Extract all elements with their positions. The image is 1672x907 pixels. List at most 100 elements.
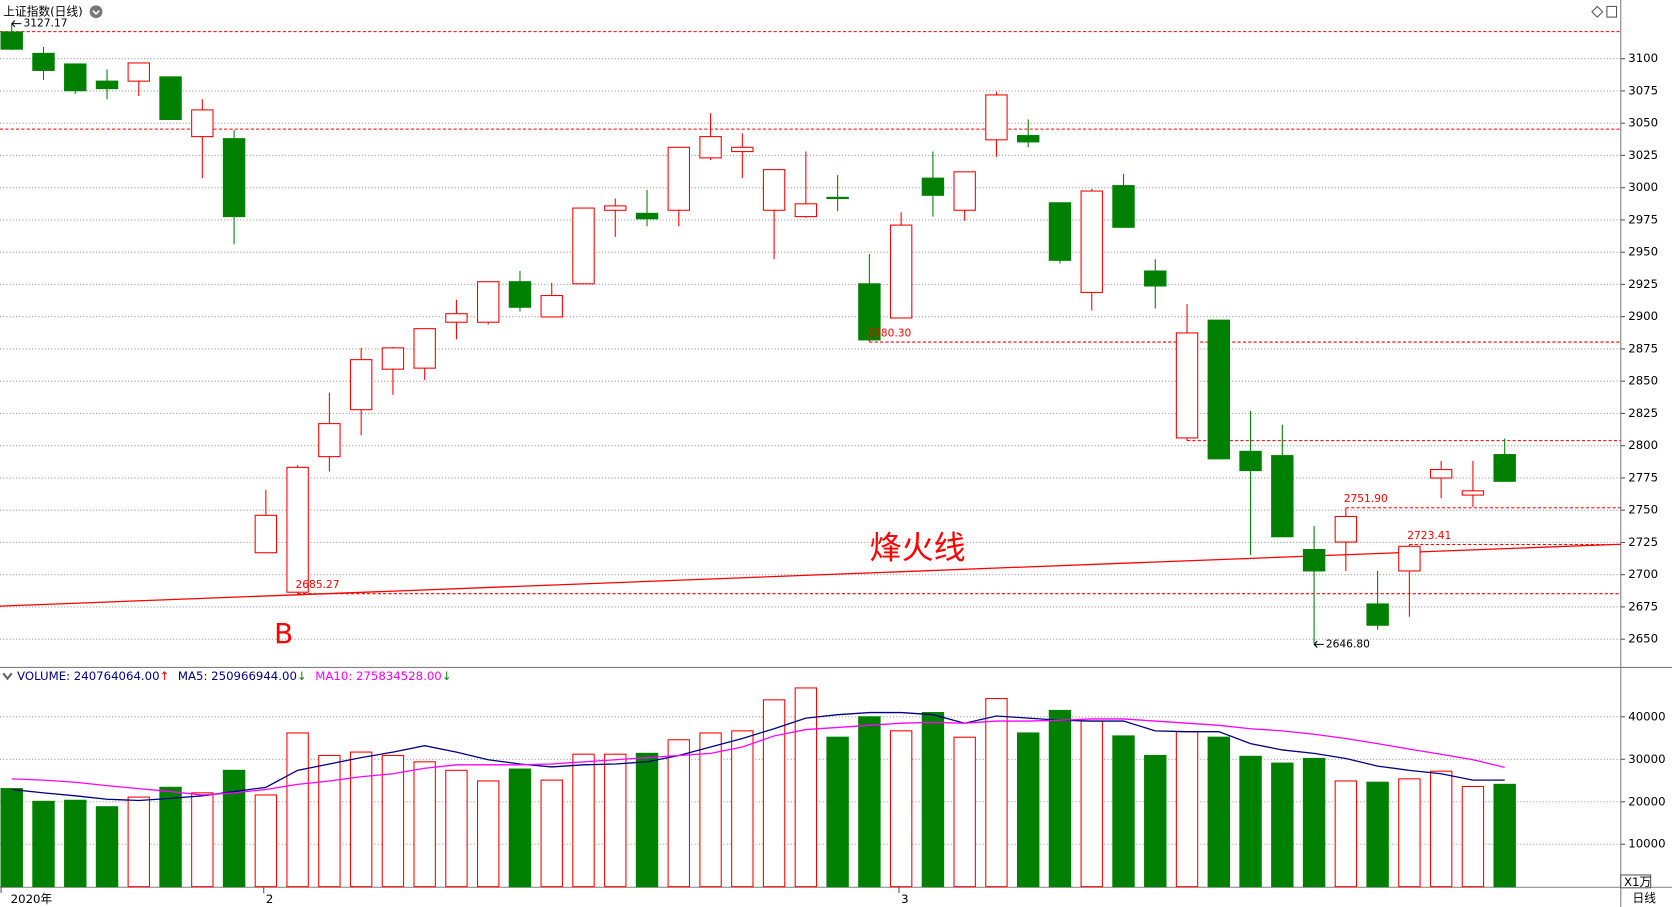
label-arrow: [11, 20, 22, 28]
shape-icon[interactable]: [1591, 5, 1604, 18]
y-tick-label: 2725: [1628, 535, 1658, 549]
volume-bar: [1366, 781, 1389, 888]
window-icon[interactable]: [1606, 5, 1618, 18]
fire-line: [0, 543, 1621, 607]
y-tick-label: 2925: [1628, 277, 1658, 291]
y-tick-label: 2975: [1628, 212, 1658, 226]
extreme-label: 3127.17: [23, 17, 67, 30]
volume-bar: [1398, 778, 1421, 888]
extreme-label: 2646.80: [1326, 637, 1370, 650]
volume-bar: [889, 730, 913, 888]
candle-body: [1493, 454, 1516, 482]
volume-bar: [1144, 754, 1167, 888]
y-tick-label: 3025: [1628, 148, 1658, 162]
y-tick-label: 2775: [1628, 470, 1658, 484]
volume-bar: [1493, 783, 1516, 888]
volume-bar: [477, 780, 500, 888]
candle-body: [222, 138, 246, 218]
candle-body: [731, 146, 754, 153]
y-tick-label: 3075: [1628, 83, 1658, 97]
candle-body: [1429, 469, 1453, 479]
volume-bar: [1080, 720, 1103, 888]
candle-body: [635, 212, 659, 220]
candle-body: [95, 80, 119, 90]
candle-body: [794, 203, 818, 218]
volume-bar: [0, 788, 23, 888]
volume-bar: [159, 786, 182, 888]
y-tick-label: 2900: [1628, 309, 1658, 323]
volume-bar: [95, 806, 119, 888]
volume-bar: [254, 794, 278, 888]
candle-body: [1302, 548, 1326, 572]
volume-bar: [191, 792, 214, 888]
x-tick-label: 2: [266, 892, 273, 906]
volume-bar: [635, 752, 659, 888]
volume-bar: [921, 712, 945, 888]
candle-body: [64, 63, 87, 92]
y-tick-label: 20000: [1628, 794, 1665, 808]
annotation: B: [274, 617, 293, 650]
level-label: 2723.41: [1407, 529, 1451, 542]
y-tick-label: 3050: [1628, 116, 1658, 130]
volume-bar: [222, 769, 246, 888]
candle-body: [191, 109, 214, 138]
volume-bar: [794, 687, 818, 888]
volume-bar: [349, 751, 373, 888]
y-tick-label: 10000: [1628, 837, 1665, 851]
volume-bar: [826, 736, 849, 888]
candle-body: [1366, 603, 1389, 626]
volume-bar: [413, 761, 436, 888]
legend-trend: ↓: [297, 669, 307, 683]
volume-bar: [540, 779, 563, 888]
level-label: 2685.27: [295, 578, 339, 591]
y-tick-label: 3000: [1628, 180, 1658, 194]
candle-body: [1080, 190, 1103, 293]
candle-body: [985, 94, 1008, 141]
unit-label: X1万: [1624, 875, 1651, 889]
label-arrow: [1313, 640, 1324, 648]
candle-body: [286, 466, 309, 593]
volume-bar: [953, 736, 976, 888]
fire-line-label: 烽火线: [870, 529, 966, 567]
candle-body: [1239, 450, 1262, 472]
legend-entry: MA5: 250966944.00: [178, 669, 297, 683]
volume-bar: [286, 732, 309, 888]
candle-body: [127, 62, 150, 82]
volume-bar: [445, 769, 468, 888]
volume-bar: [381, 754, 405, 888]
volume-bar: [1017, 732, 1040, 888]
dropdown-icon[interactable]: [89, 5, 103, 19]
candle-body: [159, 76, 182, 120]
level-label: 2880.30: [867, 327, 911, 340]
volume-bar: [1334, 780, 1358, 888]
chart-title: 上证指数(日线): [3, 4, 82, 18]
candle-body: [540, 294, 563, 318]
candle-body: [699, 136, 722, 159]
volume-bar: [1112, 735, 1135, 888]
volume-bar: [1429, 770, 1453, 888]
candle-body: [1207, 319, 1231, 460]
legend-trend: ↓: [442, 669, 452, 683]
candle-body: [667, 146, 691, 211]
candle-body: [0, 31, 23, 50]
volume-bar: [1175, 731, 1199, 888]
y-tick-label: 2700: [1628, 567, 1658, 581]
level-label: 2751.90: [1344, 492, 1388, 505]
candle-body: [1334, 515, 1358, 543]
candle-body: [508, 281, 532, 308]
volume-bar: [318, 754, 341, 888]
legend-icon: [2, 672, 13, 681]
y-tick-label: 30000: [1628, 752, 1665, 766]
volume-bar: [32, 800, 55, 888]
volume-bar: [699, 732, 722, 888]
legend-entry: VOLUME: 240764064.00: [17, 669, 159, 683]
ma-line: [11, 711, 1505, 802]
y-tick-label: 2750: [1628, 503, 1658, 517]
x-tick-label: 2020年: [11, 892, 53, 906]
candle-body: [572, 207, 595, 285]
candle-body: [1048, 202, 1072, 261]
candle-body: [477, 281, 500, 323]
volume-bar: [604, 753, 627, 888]
